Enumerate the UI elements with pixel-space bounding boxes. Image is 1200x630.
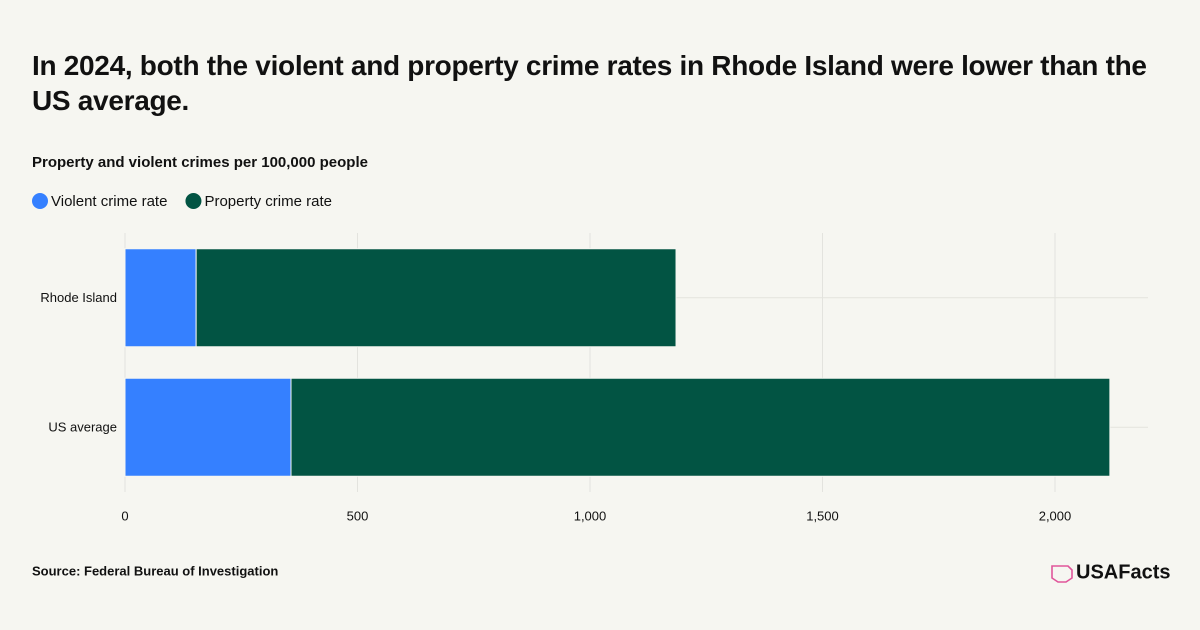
x-tick-label: 0: [121, 508, 128, 523]
chart-title: In 2024, both the violent and property c…: [32, 50, 1147, 116]
legend-swatch: [32, 193, 48, 209]
x-tick-label: 1,500: [806, 508, 839, 523]
bar: [195, 248, 677, 348]
logo-icon: [1051, 565, 1073, 583]
source: Source: Federal Bureau of Investigation: [32, 563, 278, 578]
y-tick-label: Rhode Island: [40, 290, 117, 305]
chart-subtitle: Property and violent crimes per 100,000 …: [32, 154, 368, 171]
x-tick-label: 1,000: [574, 508, 607, 523]
legend-label: Violent crime rate: [51, 193, 167, 210]
bar: [124, 377, 292, 477]
x-tick-label: 500: [347, 508, 369, 523]
x-tick-label: 2,000: [1039, 508, 1072, 523]
legend-swatch: [185, 193, 202, 209]
y-tick-label: US average: [48, 420, 117, 435]
bar: [124, 248, 197, 348]
bar: [290, 377, 1111, 477]
brand: USAFacts: [1076, 561, 1170, 583]
legend-label: Property crime rate: [204, 193, 332, 210]
